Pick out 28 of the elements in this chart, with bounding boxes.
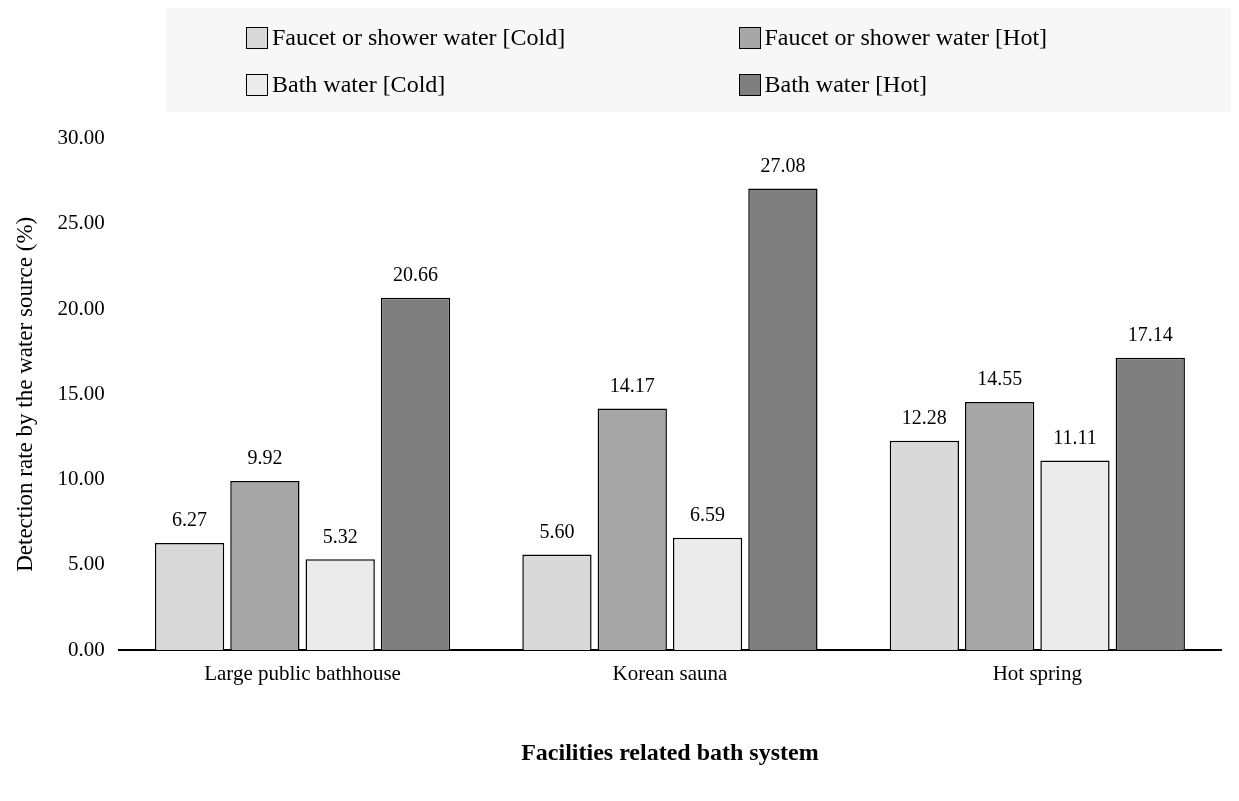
data-label: 20.66 — [393, 263, 439, 286]
data-label: 6.27 — [172, 508, 208, 531]
y-tick-label: 25.00 — [57, 210, 105, 235]
data-label: 5.60 — [539, 519, 575, 542]
x-axis-title: Facilities related bath system — [521, 738, 819, 765]
data-label: 12.28 — [901, 405, 947, 428]
data-label: 11.11 — [1053, 425, 1097, 448]
y-axis-title: Detection rate by the water source (%) — [11, 216, 37, 572]
y-tick-label: 15.00 — [57, 380, 105, 405]
data-label: 17.14 — [1127, 323, 1173, 346]
data-label: 9.92 — [247, 446, 283, 469]
legend-label: Bath water [Cold] — [272, 71, 446, 98]
legend-label: Faucet or shower water [Hot] — [764, 24, 1048, 51]
data-label: 5.32 — [322, 524, 358, 547]
data-label: 6.59 — [690, 502, 726, 525]
legend-label: Faucet or shower water [Cold] — [272, 24, 566, 51]
data-label: 14.55 — [977, 367, 1023, 390]
x-tick-label: Korean sauna — [612, 661, 729, 686]
x-tick-label: Hot spring — [992, 661, 1083, 686]
x-tick-label: Large public bathhouse — [204, 661, 401, 686]
y-tick-label: 5.00 — [68, 551, 105, 576]
y-tick-label: 10.00 — [57, 466, 105, 491]
data-label: 14.17 — [609, 373, 655, 396]
y-tick-label: 30.00 — [57, 125, 105, 150]
legend-label: Bath water [Hot] — [764, 71, 928, 98]
y-tick-label: 0.00 — [68, 636, 105, 661]
data-label: 27.08 — [760, 153, 806, 176]
y-tick-label: 20.00 — [57, 295, 105, 320]
